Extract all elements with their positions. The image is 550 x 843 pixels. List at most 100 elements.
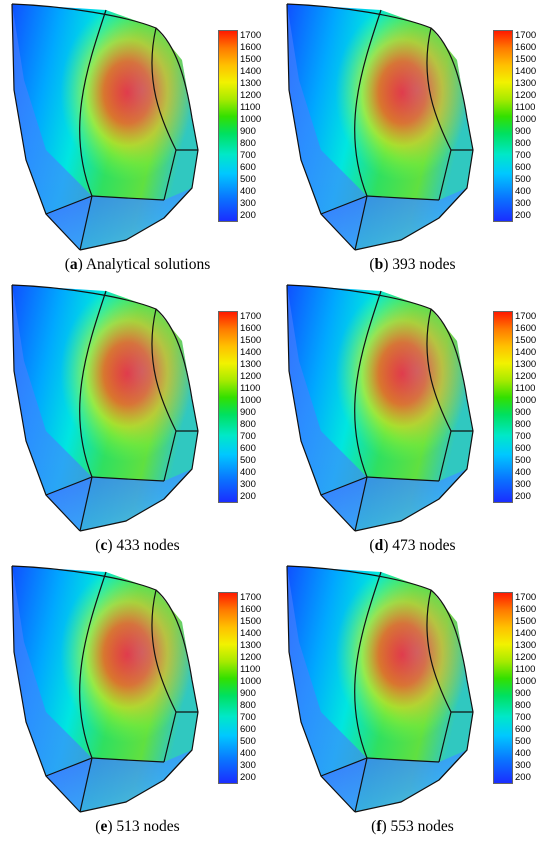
panel-d: 1700 1600 1500 1400 1300 1200 1100 1000 900 800 70… — [275, 281, 550, 562]
colorbar-tick-label: 400 — [240, 467, 256, 478]
panel-caption: (b) 393 nodes — [369, 256, 456, 273]
colorbar-tick-label: 600 — [515, 162, 531, 173]
panel-caption: (c) 433 nodes — [95, 537, 180, 554]
colorbar-tick-label: 800 — [515, 419, 531, 430]
temperature-field-shape — [11, 565, 199, 813]
panel-caption: (f) 553 nodes — [371, 818, 454, 835]
colorbar-tick-label: 1000 — [515, 676, 537, 687]
colorbar-tick-label: 700 — [515, 150, 531, 161]
colorbar-tick-label: 900 — [515, 688, 531, 699]
colorbar-tick-label: 1500 — [240, 54, 262, 65]
colorbar-tick-label: 1200 — [515, 371, 537, 382]
colorbar-tick-label: 1400 — [515, 347, 537, 358]
colorbar-ticks: 1700 1600 1500 1400 1300 1200 1100 1000 900 800 70… — [515, 311, 549, 503]
colorbar-tick-label: 400 — [515, 748, 531, 759]
colorbar-tick-label: 300 — [515, 479, 531, 490]
panel-caption: (e) 513 nodes — [95, 818, 180, 835]
colorbar-tick-label: 600 — [240, 724, 256, 735]
colorbar — [493, 311, 513, 503]
colorbar-tick-label: 400 — [240, 186, 256, 197]
colorbar-tick-label: 1700 — [515, 311, 537, 322]
colorbar-ticks: 1700 1600 1500 1400 1300 1200 1100 1000 900 800 70… — [240, 30, 274, 222]
colorbar-tick-label: 1100 — [240, 383, 261, 394]
colorbar-tick-label: 400 — [240, 748, 256, 759]
colorbar-tick-label: 600 — [515, 724, 531, 735]
temperature-field-shape — [286, 3, 474, 251]
colorbar-tick-label: 1500 — [515, 616, 537, 627]
colorbar-tick-label: 1500 — [515, 54, 537, 65]
colorbar-tick-label: 700 — [240, 431, 256, 442]
colorbar-tick-label: 900 — [240, 126, 256, 137]
colorbar-tick-label: 1400 — [240, 66, 262, 77]
colorbar-ticks: 1700 1600 1500 1400 1300 1200 1100 1000 900 800 70… — [515, 592, 549, 784]
colorbar-tick-label: 200 — [515, 210, 531, 221]
colorbar-tick-label: 400 — [515, 467, 531, 478]
colorbar-tick-label: 1700 — [240, 30, 262, 41]
colorbar — [218, 592, 238, 784]
colorbar-tick-label: 1100 — [515, 102, 536, 113]
colorbar-tick-label: 1400 — [240, 628, 262, 639]
colorbar-tick-label: 1100 — [515, 383, 536, 394]
colorbar-tick-label: 300 — [240, 479, 256, 490]
colorbar-tick-label: 1600 — [240, 323, 262, 334]
panel-f: 1700 1600 1500 1400 1300 1200 1100 1000 900 800 70… — [275, 562, 550, 843]
colorbar-tick-label: 1300 — [515, 78, 537, 89]
colorbar-tick-label: 1100 — [240, 664, 261, 675]
colorbar-tick-label: 700 — [515, 431, 531, 442]
colorbar-tick-label: 1400 — [515, 628, 537, 639]
colorbar-tick-label: 800 — [240, 419, 256, 430]
colorbar-tick-label: 1600 — [240, 604, 262, 615]
colorbar-tick-label: 1300 — [515, 359, 537, 370]
colorbar-tick-label: 300 — [240, 760, 256, 771]
colorbar-tick-label: 700 — [515, 712, 531, 723]
colorbar-tick-label: 1000 — [240, 395, 262, 406]
colorbar-tick-label: 1200 — [240, 371, 262, 382]
colorbar-tick-label: 200 — [515, 772, 531, 783]
colorbar-tick-label: 500 — [240, 455, 256, 466]
colorbar-tick-label: 700 — [240, 150, 256, 161]
temperature-field-shape — [11, 3, 199, 251]
colorbar-ticks: 1700 1600 1500 1400 1300 1200 1100 1000 900 800 70… — [240, 592, 274, 784]
colorbar-tick-label: 1200 — [515, 652, 537, 663]
colorbar-tick-label: 900 — [515, 407, 531, 418]
panel-caption: (a) Analytical solutions — [64, 256, 211, 273]
colorbar-tick-label: 1600 — [240, 42, 262, 53]
colorbar-tick-label: 1200 — [515, 90, 537, 101]
colorbar-tick-label: 1700 — [515, 30, 537, 41]
colorbar-tick-label: 1500 — [240, 616, 262, 627]
colorbar-tick-label: 200 — [240, 491, 256, 502]
colorbar-tick-label: 900 — [240, 688, 256, 699]
colorbar-tick-label: 1400 — [240, 347, 262, 358]
colorbar-tick-label: 1300 — [240, 78, 262, 89]
colorbar-tick-label: 900 — [240, 407, 256, 418]
colorbar-tick-label: 1500 — [515, 335, 537, 346]
colorbar-tick-label: 1700 — [515, 592, 537, 603]
colorbar — [218, 30, 238, 222]
colorbar-tick-label: 300 — [515, 760, 531, 771]
colorbar-tick-label: 300 — [240, 198, 256, 209]
colorbar-ticks: 1700 1600 1500 1400 1300 1200 1100 1000 900 800 70… — [515, 30, 549, 222]
colorbar-tick-label: 1300 — [240, 359, 262, 370]
colorbar-tick-label: 600 — [240, 443, 256, 454]
colorbar-tick-label: 200 — [240, 210, 256, 221]
colorbar-tick-label: 800 — [240, 700, 256, 711]
colorbar-tick-label: 1300 — [240, 640, 262, 651]
colorbar-tick-label: 800 — [515, 700, 531, 711]
colorbar-tick-label: 500 — [240, 736, 256, 747]
colorbar-tick-label: 900 — [515, 126, 531, 137]
colorbar-tick-label: 200 — [515, 491, 531, 502]
colorbar-tick-label: 500 — [515, 174, 531, 185]
colorbar-tick-label: 600 — [515, 443, 531, 454]
colorbar-tick-label: 800 — [515, 138, 531, 149]
colorbar-tick-label: 1600 — [515, 323, 537, 334]
colorbar-tick-label: 1600 — [515, 604, 537, 615]
colorbar-ticks: 1700 1600 1500 1400 1300 1200 1100 1000 900 800 70… — [240, 311, 274, 503]
colorbar-tick-label: 1400 — [515, 66, 537, 77]
colorbar-tick-label: 1000 — [240, 114, 262, 125]
colorbar-tick-label: 500 — [515, 736, 531, 747]
colorbar-tick-label: 500 — [515, 455, 531, 466]
colorbar-tick-label: 400 — [515, 186, 531, 197]
colorbar-tick-label: 1700 — [240, 311, 262, 322]
colorbar-tick-label: 1000 — [515, 114, 537, 125]
colorbar-tick-label: 1200 — [240, 90, 262, 101]
